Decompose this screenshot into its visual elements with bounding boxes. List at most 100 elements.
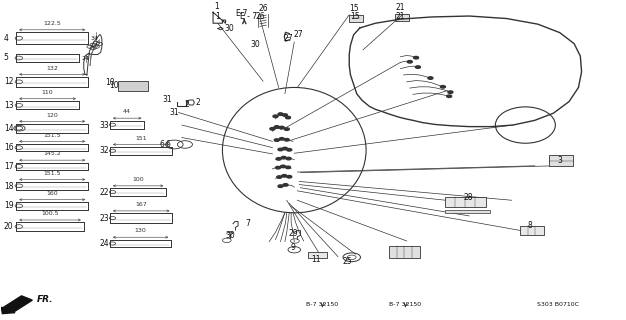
Circle shape <box>280 165 285 168</box>
Text: 132: 132 <box>46 66 58 70</box>
FancyArrow shape <box>1 296 33 314</box>
Text: 23: 23 <box>100 214 109 223</box>
Text: 21: 21 <box>396 3 405 12</box>
Circle shape <box>270 128 275 130</box>
Text: 17: 17 <box>4 162 13 171</box>
Circle shape <box>278 185 283 188</box>
Text: 8: 8 <box>528 221 533 230</box>
Text: 2: 2 <box>195 98 200 107</box>
Text: 1: 1 <box>216 12 220 20</box>
Text: 30: 30 <box>250 40 260 49</box>
Circle shape <box>414 56 419 59</box>
Text: S303 B0710C: S303 B0710C <box>537 302 579 307</box>
Text: 31: 31 <box>170 108 179 117</box>
Text: 34: 34 <box>91 36 99 41</box>
Text: 14: 14 <box>4 124 13 133</box>
Circle shape <box>448 91 453 93</box>
Circle shape <box>285 116 290 119</box>
Circle shape <box>282 147 287 150</box>
Text: 29: 29 <box>288 229 298 238</box>
Circle shape <box>282 114 287 116</box>
Text: 30: 30 <box>224 24 234 33</box>
Text: 44: 44 <box>123 109 131 115</box>
Text: B-7 32150: B-7 32150 <box>389 302 421 307</box>
Text: 24: 24 <box>81 55 90 60</box>
Text: 19: 19 <box>4 201 13 210</box>
Text: 25: 25 <box>342 257 352 266</box>
Circle shape <box>273 115 278 117</box>
Text: 28: 28 <box>463 193 473 202</box>
Text: 22: 22 <box>100 188 109 197</box>
Text: 15: 15 <box>349 4 359 13</box>
Text: 5: 5 <box>4 53 9 62</box>
Text: 27: 27 <box>293 30 302 39</box>
Text: 26: 26 <box>259 4 269 13</box>
Circle shape <box>408 60 413 63</box>
Text: 7: 7 <box>245 219 250 228</box>
Text: 16: 16 <box>4 143 13 152</box>
Text: 26: 26 <box>255 12 265 20</box>
Bar <box>308 252 327 258</box>
Text: 32: 32 <box>100 146 109 155</box>
Text: 10: 10 <box>105 78 115 87</box>
Bar <box>446 210 490 213</box>
Bar <box>389 246 421 258</box>
Text: 21: 21 <box>396 12 405 20</box>
Text: B-7 32150: B-7 32150 <box>306 302 339 307</box>
Bar <box>520 226 544 235</box>
Text: E-7: E-7 <box>235 9 247 18</box>
Circle shape <box>278 113 283 115</box>
Text: 151.5: 151.5 <box>43 132 61 138</box>
FancyBboxPatch shape <box>549 155 573 166</box>
Text: 110: 110 <box>42 90 53 95</box>
Text: 4: 4 <box>4 34 9 44</box>
Text: 15: 15 <box>351 12 361 20</box>
Text: 145.2: 145.2 <box>43 151 61 156</box>
Text: 3: 3 <box>557 156 562 165</box>
Text: 151.5: 151.5 <box>43 171 61 176</box>
Text: 100: 100 <box>132 177 144 182</box>
Text: 160: 160 <box>46 191 58 196</box>
Circle shape <box>284 128 289 130</box>
Text: 100.5: 100.5 <box>41 211 59 216</box>
Circle shape <box>441 85 446 88</box>
Text: 6: 6 <box>160 140 165 149</box>
FancyBboxPatch shape <box>118 81 148 91</box>
Text: 120: 120 <box>46 113 58 117</box>
Circle shape <box>279 126 284 129</box>
Text: 1: 1 <box>214 2 219 11</box>
Text: 12: 12 <box>4 77 13 86</box>
Circle shape <box>286 157 291 160</box>
Text: 122.5: 122.5 <box>43 21 61 26</box>
Text: 24: 24 <box>100 239 109 248</box>
Circle shape <box>287 175 292 178</box>
Circle shape <box>278 148 283 151</box>
Circle shape <box>284 139 289 141</box>
Circle shape <box>282 174 287 177</box>
Text: 151: 151 <box>135 136 147 141</box>
Circle shape <box>287 148 292 151</box>
Text: 167: 167 <box>135 202 147 207</box>
Circle shape <box>277 176 282 178</box>
Circle shape <box>274 126 279 128</box>
Text: 130: 130 <box>135 228 146 234</box>
Bar <box>446 197 486 206</box>
Circle shape <box>416 66 421 68</box>
Text: 11: 11 <box>311 255 321 264</box>
Text: 31: 31 <box>163 95 172 105</box>
Text: 27: 27 <box>283 34 293 44</box>
Text: 6: 6 <box>166 140 170 149</box>
Bar <box>349 15 363 22</box>
Circle shape <box>275 166 280 169</box>
Text: 33: 33 <box>100 121 109 130</box>
Text: FR.: FR. <box>37 295 53 304</box>
Circle shape <box>283 184 288 186</box>
Circle shape <box>281 156 286 159</box>
Circle shape <box>279 138 284 140</box>
Text: 20: 20 <box>4 222 13 231</box>
Text: 9: 9 <box>290 244 295 252</box>
Circle shape <box>274 139 279 141</box>
Text: 10: 10 <box>110 81 119 90</box>
Text: 13: 13 <box>4 101 13 110</box>
Text: 18: 18 <box>4 182 13 191</box>
